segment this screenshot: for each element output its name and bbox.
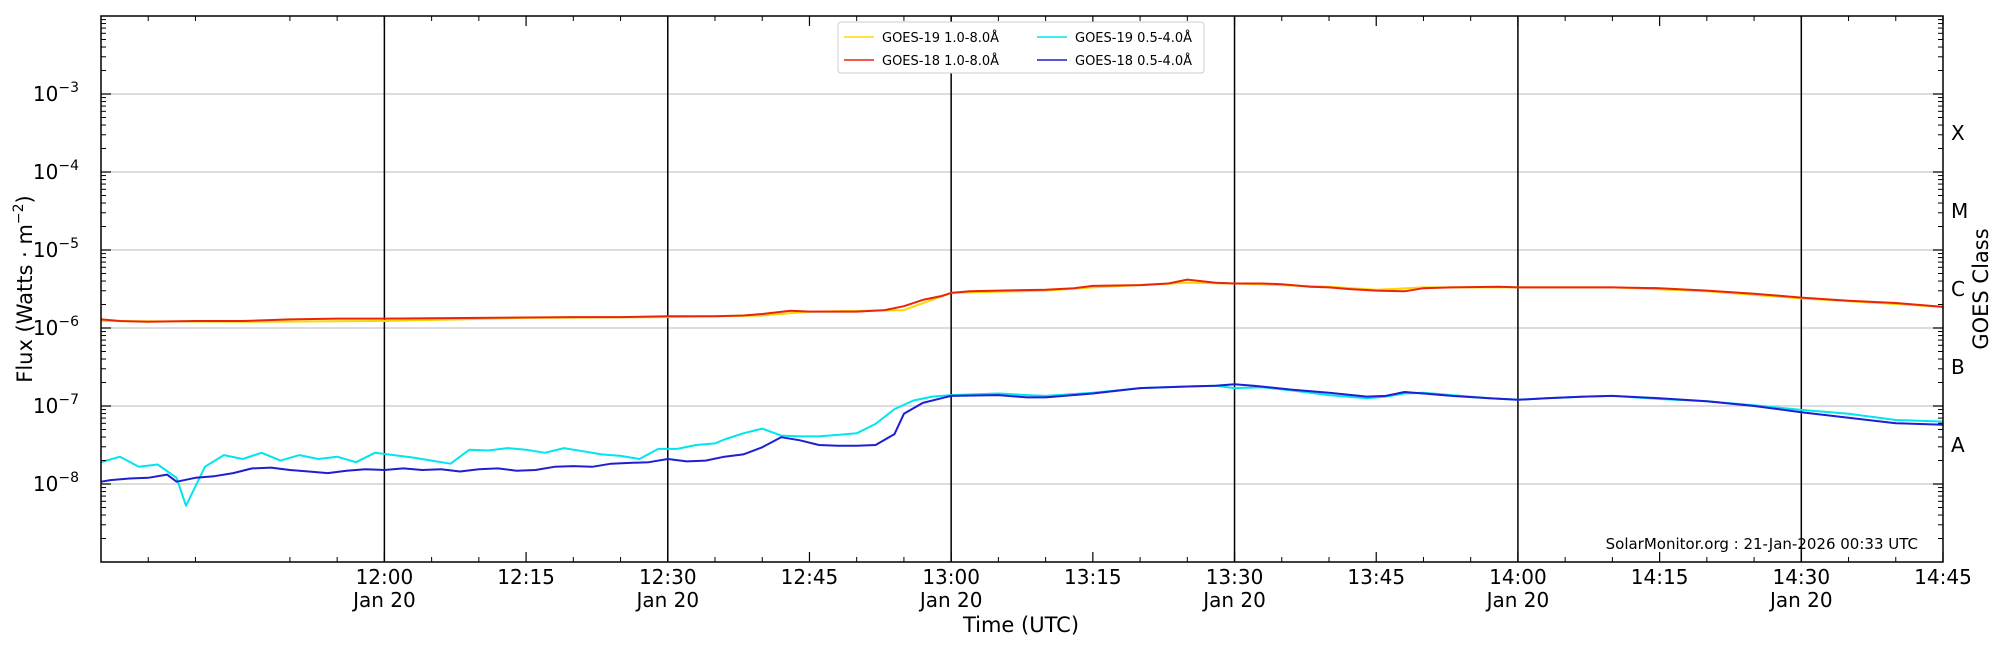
series-goes18-long [100, 278, 1944, 323]
x-tick-label: 13:00 [922, 565, 980, 589]
y-tick-label: 10−5 [33, 236, 79, 262]
grid-lines [101, 16, 1943, 562]
legend: GOES-19 1.0-8.0Å GOES-18 1.0-8.0Å GOES-1… [837, 21, 1205, 74]
goes-class-axis-label: GOES Class [1969, 228, 1993, 349]
x-axis-label: Time (UTC) [962, 613, 1079, 637]
y-tick-label: 10−6 [33, 314, 79, 340]
goes-class-label: M [1951, 199, 1968, 223]
goes-class-label: C [1951, 277, 1965, 301]
x-tick-label: 12:45 [781, 565, 839, 589]
legend-label-goes19-long: GOES-19 1.0-8.0Å [882, 30, 999, 46]
y-tick-exponent: −4 [58, 158, 79, 174]
x-tick-label: 12:15 [497, 565, 555, 589]
y-tick-label: 10−7 [33, 392, 79, 418]
x-tick-label: 12:30 [639, 565, 697, 589]
x-tick-label: 14:15 [1631, 565, 1689, 589]
goes-class-label: X [1951, 121, 1965, 145]
y-axis-label: Flux (Watts · m−2) [11, 195, 37, 383]
x-tick-date-label: Jan 20 [1768, 588, 1833, 612]
x-tick-date-label: Jan 20 [634, 588, 699, 612]
x-tick-date-label: Jan 20 [1201, 588, 1266, 612]
y-tick-exponent: −3 [58, 80, 79, 96]
y-tick-label: 10−4 [33, 158, 79, 184]
x-tick-label: 12:00 [356, 565, 414, 589]
goes-class-label: B [1951, 355, 1965, 379]
x-tick-label: 14:45 [1914, 565, 1972, 589]
x-tick-label: 13:15 [1064, 565, 1122, 589]
series-goes18-short [100, 383, 1944, 483]
y-tick-exponent: −8 [58, 470, 79, 486]
credit-text: SolarMonitor.org : 21-Jan-2026 00:33 UTC [1606, 535, 1918, 553]
y-axis-label-exponent: −2 [11, 203, 27, 224]
x-tick-date-label: Jan 20 [1485, 588, 1550, 612]
legend-label-goes18-short: GOES-18 0.5-4.0Å [1075, 53, 1192, 69]
y-tick-base: 10 [33, 316, 58, 340]
x-tick-label: 14:30 [1772, 565, 1830, 589]
goes-class-label: A [1951, 433, 1965, 457]
y-tick-label: 10−8 [33, 470, 79, 496]
plot-area [100, 15, 1944, 563]
y-tick-base: 10 [33, 472, 58, 496]
legend-label-goes19-short: GOES-19 0.5-4.0Å [1075, 30, 1192, 46]
y-axis-label-close: ) [13, 195, 37, 203]
y-tick-base: 10 [33, 160, 58, 184]
x-tick-label: 13:45 [1347, 565, 1405, 589]
y-tick-label: 10−3 [33, 80, 79, 106]
x-tick-label: 14:00 [1489, 565, 1547, 589]
y-axis-label-text: Flux (Watts · m [13, 224, 37, 383]
y-tick-exponent: −5 [58, 236, 79, 252]
series-lines [100, 278, 1944, 507]
y-tick-base: 10 [33, 82, 58, 106]
y-tick-base: 10 [33, 238, 58, 262]
y-tick-base: 10 [33, 394, 58, 418]
y-tick-exponent: −6 [58, 314, 79, 330]
legend-box [837, 21, 1205, 74]
axis-ticks [101, 16, 1944, 562]
y-tick-exponent: −7 [58, 392, 79, 408]
x-tick-date-label: Jan 20 [351, 588, 416, 612]
x-tick-label: 13:30 [1206, 565, 1264, 589]
series-goes19-short [100, 384, 1944, 507]
x-tick-date-label: Jan 20 [918, 588, 983, 612]
legend-label-goes18-long: GOES-18 1.0-8.0Å [882, 53, 999, 69]
